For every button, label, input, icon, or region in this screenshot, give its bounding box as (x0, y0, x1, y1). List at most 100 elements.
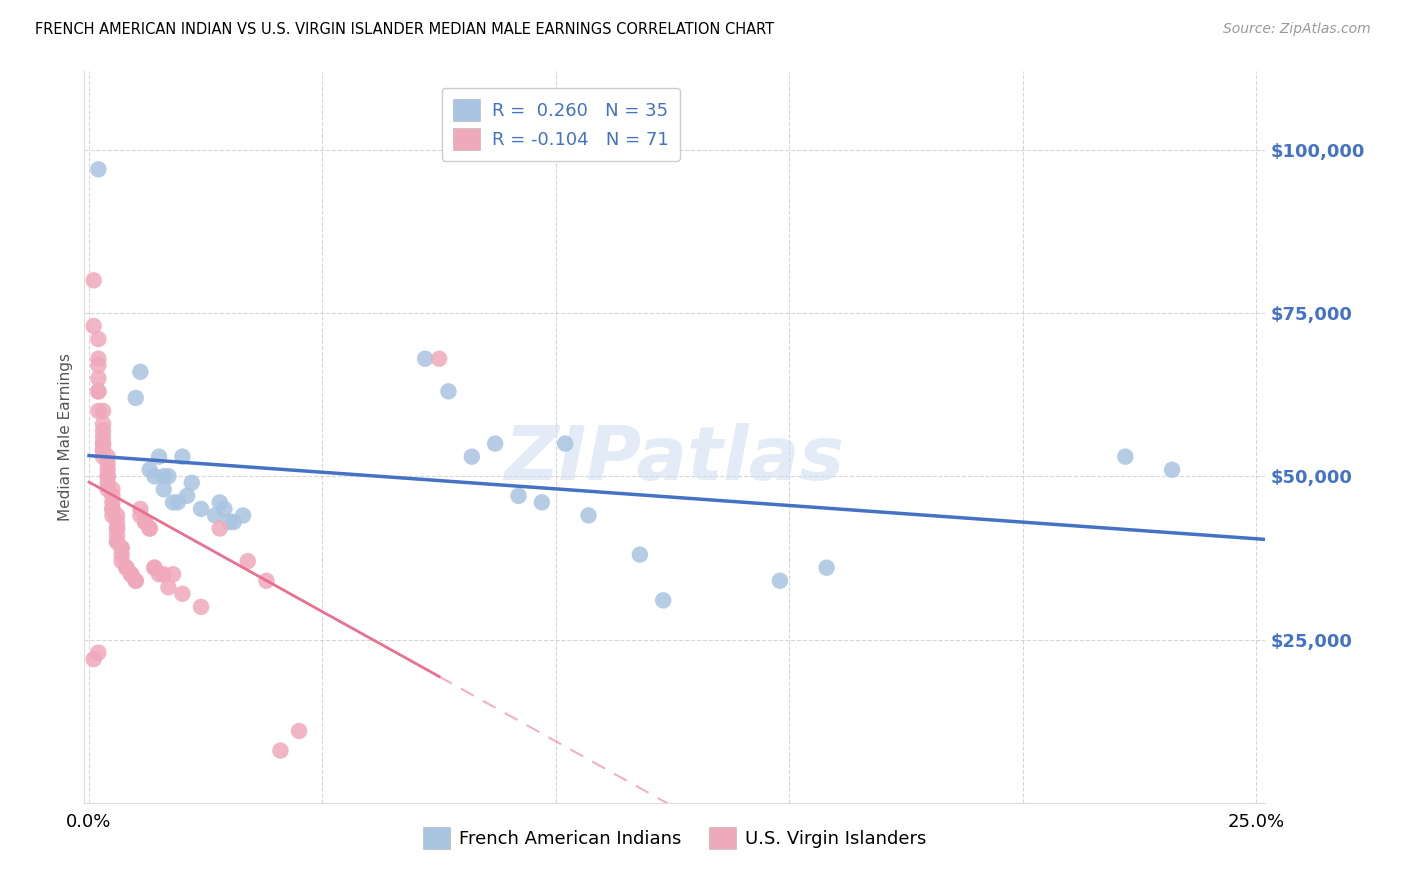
Point (578, 508, 600, 523)
Point (91, 404, 114, 418)
Point (111, 541, 134, 555)
Point (111, 548, 134, 562)
Point (91, 450, 114, 464)
Point (214, 502, 236, 516)
Point (413, 351, 436, 366)
Point (232, 508, 254, 523)
Point (87, 358, 110, 372)
Point (166, 495, 188, 509)
Point (218, 515, 240, 529)
Point (254, 574, 277, 588)
Point (87, 646, 110, 660)
Point (628, 548, 651, 562)
Point (652, 593, 675, 607)
Point (172, 450, 194, 464)
Point (157, 469, 180, 483)
Point (101, 502, 124, 516)
Point (101, 483, 124, 497)
Point (769, 574, 792, 588)
Point (190, 599, 212, 614)
Point (91, 417, 114, 431)
Point (162, 567, 184, 582)
Point (97, 483, 120, 497)
Point (162, 495, 184, 509)
Point (91, 436, 114, 450)
Point (97, 456, 120, 470)
Point (105, 515, 128, 529)
Point (148, 567, 170, 582)
Point (87, 371, 110, 385)
Point (87, 384, 110, 399)
Point (101, 489, 124, 503)
Point (148, 450, 170, 464)
Point (105, 528, 128, 542)
Point (152, 567, 174, 582)
Point (815, 560, 838, 574)
Point (437, 384, 460, 399)
Point (134, 515, 156, 529)
Point (115, 560, 138, 574)
Point (157, 580, 180, 594)
Point (554, 436, 576, 450)
Point (120, 567, 142, 582)
Point (105, 534, 128, 549)
Point (101, 508, 124, 523)
Point (129, 502, 152, 516)
Point (120, 567, 142, 582)
Point (176, 489, 198, 503)
Text: FRENCH AMERICAN INDIAN VS U.S. VIRGIN ISLANDER MEDIAN MALE EARNINGS CORRELATION : FRENCH AMERICAN INDIAN VS U.S. VIRGIN IS… (35, 22, 775, 37)
Point (97, 463, 120, 477)
Point (138, 521, 160, 535)
Point (427, 351, 450, 366)
Point (91, 436, 114, 450)
Point (204, 508, 226, 523)
Text: ZIPatlas: ZIPatlas (505, 423, 845, 496)
Point (208, 495, 231, 509)
Point (1161, 463, 1184, 477)
Point (97, 475, 120, 490)
Point (484, 436, 506, 450)
Point (508, 489, 530, 503)
Point (91, 430, 114, 444)
Point (111, 541, 134, 555)
Point (129, 365, 152, 379)
Text: Source: ZipAtlas.com: Source: ZipAtlas.com (1223, 22, 1371, 37)
Point (97, 469, 120, 483)
Point (105, 521, 128, 535)
Point (125, 574, 148, 588)
Point (101, 495, 124, 509)
Point (172, 587, 194, 601)
Point (87, 384, 110, 399)
Point (269, 743, 291, 757)
Legend: French American Indians, U.S. Virgin Islanders: French American Indians, U.S. Virgin Isl… (416, 820, 934, 856)
Point (461, 450, 484, 464)
Point (125, 391, 148, 405)
Point (87, 332, 110, 346)
Point (1114, 450, 1136, 464)
Point (83, 652, 105, 666)
Point (288, 723, 311, 738)
Point (83, 273, 105, 287)
Point (152, 483, 174, 497)
Y-axis label: Median Male Earnings: Median Male Earnings (58, 353, 73, 521)
Point (138, 463, 160, 477)
Point (91, 443, 114, 458)
Point (97, 469, 120, 483)
Point (87, 351, 110, 366)
Point (87, 404, 110, 418)
Point (143, 560, 166, 574)
Point (97, 450, 120, 464)
Point (120, 567, 142, 582)
Point (105, 534, 128, 549)
Point (87, 162, 110, 177)
Point (83, 319, 105, 334)
Point (143, 469, 166, 483)
Point (138, 521, 160, 535)
Point (143, 560, 166, 574)
Point (134, 515, 156, 529)
Point (125, 574, 148, 588)
Point (152, 469, 174, 483)
Point (101, 502, 124, 516)
Point (530, 495, 553, 509)
Point (115, 560, 138, 574)
